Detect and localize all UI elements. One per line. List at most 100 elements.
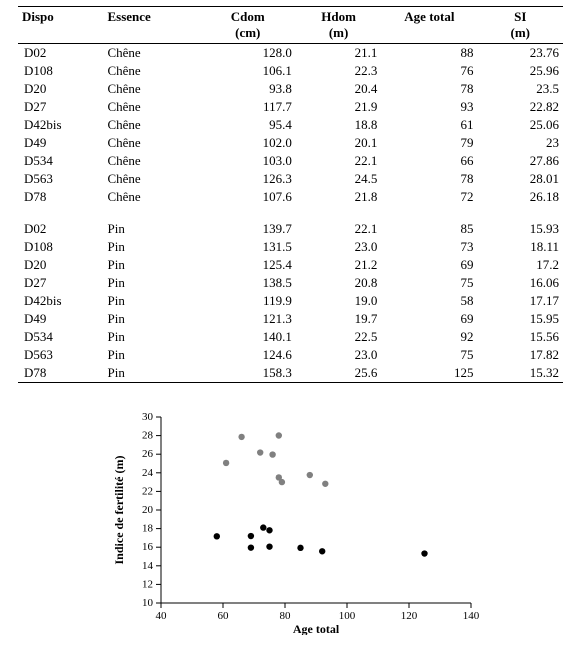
table-row: D20Pin125.421.26917.2 bbox=[18, 256, 563, 274]
table-row: D49Pin121.319.76915.95 bbox=[18, 310, 563, 328]
x-tick-label: 120 bbox=[400, 610, 417, 622]
cell-hdom: 22.1 bbox=[296, 220, 381, 238]
cell-si: 23 bbox=[477, 134, 563, 152]
cell-age: 66 bbox=[381, 152, 477, 170]
table-row: D534Pin140.122.59215.56 bbox=[18, 328, 563, 346]
cell-si: 15.32 bbox=[477, 364, 563, 383]
cell-dispo: D78 bbox=[18, 364, 103, 383]
cell-hdom: 23.0 bbox=[296, 238, 381, 256]
cell-dispo: D108 bbox=[18, 238, 103, 256]
x-tick-label: 60 bbox=[217, 610, 229, 622]
table-row: D20Chêne93.820.47823.5 bbox=[18, 80, 563, 98]
data-point bbox=[319, 548, 325, 554]
cell-cdom: 125.4 bbox=[200, 256, 296, 274]
cell-essence: Pin bbox=[103, 238, 199, 256]
cell-age: 88 bbox=[381, 44, 477, 63]
cell-dispo: D20 bbox=[18, 80, 103, 98]
cell-dispo: D78 bbox=[18, 188, 103, 206]
col-age: Age total bbox=[404, 9, 454, 24]
y-tick-label: 10 bbox=[142, 597, 154, 609]
y-tick-label: 28 bbox=[142, 430, 154, 442]
cell-age: 58 bbox=[381, 292, 477, 310]
table-row: D563Chêne126.324.57828.01 bbox=[18, 170, 563, 188]
cell-cdom: 106.1 bbox=[200, 62, 296, 80]
cell-age: 69 bbox=[381, 310, 477, 328]
data-point bbox=[297, 545, 303, 551]
cell-cdom: 140.1 bbox=[200, 328, 296, 346]
y-tick-label: 20 bbox=[142, 504, 154, 516]
cell-cdom: 102.0 bbox=[200, 134, 296, 152]
x-tick-label: 100 bbox=[338, 610, 355, 622]
y-tick-label: 18 bbox=[142, 523, 154, 535]
cell-age: 93 bbox=[381, 98, 477, 116]
table-row: D78Chêne107.621.87226.18 bbox=[18, 188, 563, 206]
cell-hdom: 22.5 bbox=[296, 328, 381, 346]
y-tick-label: 16 bbox=[142, 541, 154, 553]
table-row: D42bisPin119.919.05817.17 bbox=[18, 292, 563, 310]
cell-cdom: 103.0 bbox=[200, 152, 296, 170]
table-row: D534Chêne103.022.16627.86 bbox=[18, 152, 563, 170]
data-point bbox=[278, 479, 284, 485]
data-point bbox=[260, 524, 266, 530]
cell-hdom: 18.8 bbox=[296, 116, 381, 134]
cell-dispo: D563 bbox=[18, 346, 103, 364]
cell-cdom: 158.3 bbox=[200, 364, 296, 383]
cell-si: 17.17 bbox=[477, 292, 563, 310]
col-cdom-unit: (cm) bbox=[235, 25, 260, 40]
cell-si: 16.06 bbox=[477, 274, 563, 292]
cell-cdom: 93.8 bbox=[200, 80, 296, 98]
y-tick-label: 22 bbox=[142, 485, 153, 497]
cell-cdom: 128.0 bbox=[200, 44, 296, 63]
cell-essence: Pin bbox=[103, 310, 199, 328]
cell-dispo: D42bis bbox=[18, 292, 103, 310]
col-si-unit: (m) bbox=[510, 25, 530, 40]
cell-essence: Pin bbox=[103, 346, 199, 364]
col-hdom: Hdom bbox=[321, 9, 356, 24]
cell-age: 75 bbox=[381, 346, 477, 364]
cell-essence: Chêne bbox=[103, 98, 199, 116]
cell-dispo: D20 bbox=[18, 256, 103, 274]
cell-age: 75 bbox=[381, 274, 477, 292]
table-row: D42bisChêne95.418.86125.06 bbox=[18, 116, 563, 134]
cell-dispo: D563 bbox=[18, 170, 103, 188]
data-point bbox=[269, 451, 275, 457]
cell-age: 125 bbox=[381, 364, 477, 383]
cell-age: 92 bbox=[381, 328, 477, 346]
cell-essence: Chêne bbox=[103, 116, 199, 134]
cell-essence: Chêne bbox=[103, 188, 199, 206]
table-row: D27Chêne117.721.99322.82 bbox=[18, 98, 563, 116]
cell-si: 26.18 bbox=[477, 188, 563, 206]
col-hdom-unit: (m) bbox=[329, 25, 349, 40]
cell-cdom: 138.5 bbox=[200, 274, 296, 292]
col-cdom: Cdom bbox=[231, 9, 265, 24]
cell-hdom: 23.0 bbox=[296, 346, 381, 364]
cell-hdom: 20.1 bbox=[296, 134, 381, 152]
y-tick-label: 26 bbox=[142, 448, 154, 460]
cell-si: 22.82 bbox=[477, 98, 563, 116]
data-point bbox=[247, 544, 253, 550]
cell-dispo: D42bis bbox=[18, 116, 103, 134]
cell-age: 61 bbox=[381, 116, 477, 134]
y-tick-label: 24 bbox=[142, 467, 154, 479]
data-point bbox=[266, 527, 272, 533]
cell-hdom: 21.8 bbox=[296, 188, 381, 206]
data-point bbox=[247, 533, 253, 539]
table-row: D563Pin124.623.07517.82 bbox=[18, 346, 563, 364]
cell-hdom: 22.1 bbox=[296, 152, 381, 170]
cell-age: 73 bbox=[381, 238, 477, 256]
col-si: SI bbox=[514, 9, 526, 24]
cell-essence: Chêne bbox=[103, 134, 199, 152]
cell-essence: Chêne bbox=[103, 44, 199, 63]
cell-hdom: 20.8 bbox=[296, 274, 381, 292]
cell-hdom: 24.5 bbox=[296, 170, 381, 188]
cell-age: 76 bbox=[381, 62, 477, 80]
cell-dispo: D27 bbox=[18, 98, 103, 116]
cell-hdom: 21.2 bbox=[296, 256, 381, 274]
cell-dispo: D534 bbox=[18, 328, 103, 346]
data-point bbox=[322, 481, 328, 487]
group-spacer bbox=[18, 206, 563, 220]
data-point bbox=[222, 460, 228, 466]
y-tick-label: 30 bbox=[142, 411, 154, 423]
data-point bbox=[275, 432, 281, 438]
table-row: D78Pin158.325.612515.32 bbox=[18, 364, 563, 383]
